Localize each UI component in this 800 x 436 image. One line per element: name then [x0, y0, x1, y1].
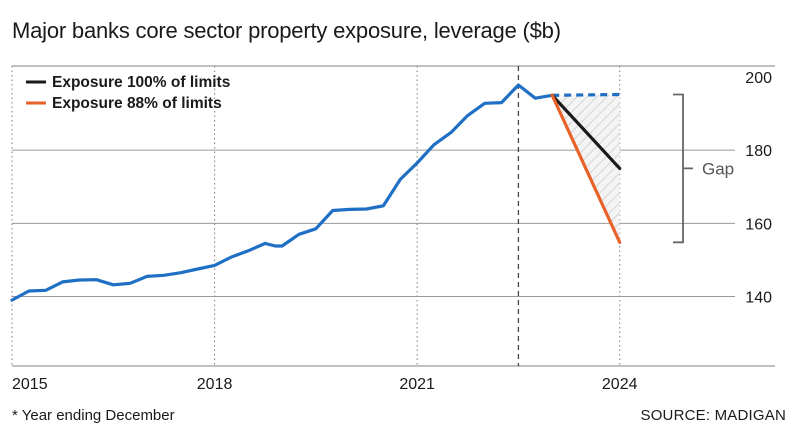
- gap-label: Gap: [702, 159, 734, 178]
- history-line: [10, 83, 554, 302]
- gap-bracket: Gap: [673, 93, 734, 244]
- x-tick-label: 2024: [602, 376, 638, 393]
- x-tick-label: 2021: [399, 376, 435, 393]
- y-tick-label: 180: [745, 143, 772, 160]
- footnote: * Year ending December: [12, 407, 175, 424]
- exposure-88-line: [550, 93, 622, 244]
- y-tick-label: 160: [745, 216, 772, 233]
- exposure-100-line: [550, 93, 622, 170]
- chart-title: Major banks core sector property exposur…: [12, 18, 561, 43]
- legend-label-exposure-100: Exposure 100% of limits: [52, 74, 230, 91]
- legend: Exposure 100% of limits Exposure 88% of …: [26, 74, 230, 112]
- y-tick-label: 140: [745, 289, 772, 306]
- x-tick-label: 2015: [12, 376, 48, 393]
- source-credit: SOURCE: MADIGAN: [640, 407, 786, 424]
- gap-bracket-line: [673, 93, 693, 244]
- legend-label-exposure-88: Exposure 88% of limits: [52, 95, 222, 112]
- x-tick-label: 2018: [197, 376, 233, 393]
- y-tick-label: 200: [745, 70, 772, 87]
